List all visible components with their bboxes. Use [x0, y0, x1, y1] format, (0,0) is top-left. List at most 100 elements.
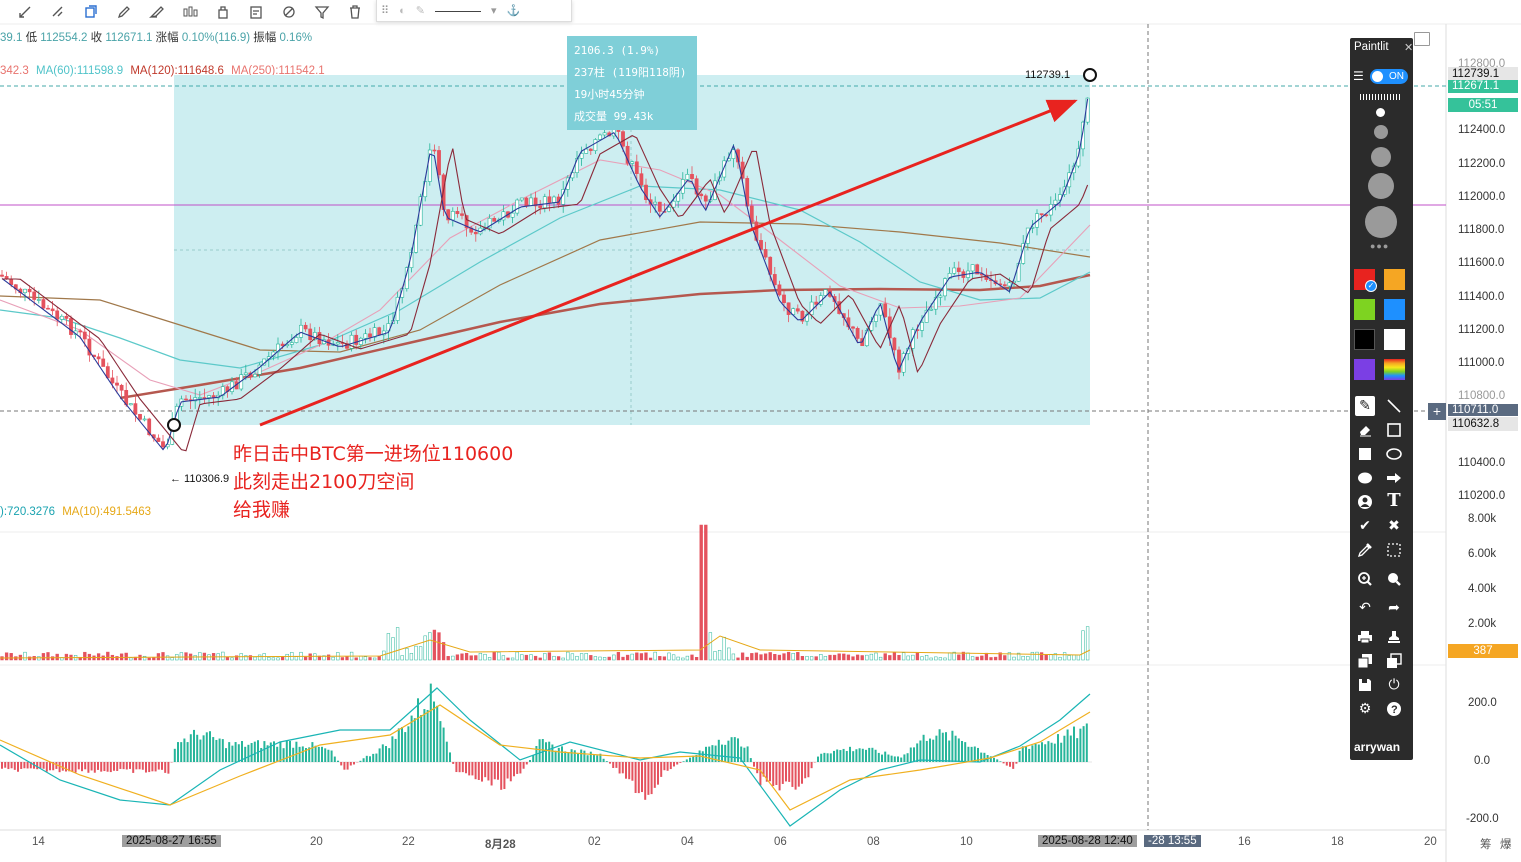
macd-bar [903, 754, 906, 762]
pencil-icon[interactable] [107, 1, 140, 23]
paste-icon[interactable] [1384, 651, 1404, 671]
macd-bar [276, 746, 279, 762]
menu-icon[interactable]: ☰ [1353, 69, 1364, 83]
brush-size-option[interactable] [1374, 125, 1388, 139]
settings-icon[interactable]: ⚙ [1358, 701, 1372, 717]
power-icon[interactable]: ⏻ [1388, 677, 1400, 693]
stamp-icon[interactable] [1384, 627, 1404, 647]
brush-size-option[interactable] [1365, 206, 1397, 238]
close-icon[interactable]: ✕ [1404, 42, 1414, 54]
color-swatch-purple[interactable] [1354, 359, 1375, 380]
trash-icon[interactable] [338, 1, 371, 23]
macd-bar [455, 762, 458, 773]
macd-bar [138, 762, 141, 770]
candles-icon[interactable] [173, 1, 206, 23]
volume-bar [124, 652, 128, 661]
brush-size-option[interactable] [1371, 147, 1391, 167]
time-axis-label: 04 [681, 836, 694, 848]
chips-button[interactable]: 筹 [1480, 839, 1492, 851]
color-swatch-red[interactable]: ✓ [1354, 269, 1377, 292]
candle-body [317, 332, 322, 345]
line-style-icon[interactable] [434, 11, 481, 12]
brush-size-slider[interactable] [1360, 94, 1402, 100]
macd-bar [989, 756, 992, 762]
notes-icon[interactable] [239, 1, 272, 23]
brush-size-option[interactable] [1368, 173, 1394, 199]
macd-bar [266, 745, 269, 762]
high-anchor-marker[interactable] [1083, 68, 1097, 82]
text-icon[interactable]: T [1387, 489, 1401, 511]
drag-icon[interactable]: ⠿ [381, 5, 390, 17]
crosshair-price-tag: 110711.0 [1448, 404, 1518, 416]
cross-icon[interactable]: ✖ [1388, 518, 1400, 534]
copy-icon[interactable] [1355, 651, 1375, 671]
volume-bar [492, 651, 496, 661]
color-swatch-green[interactable] [1354, 299, 1375, 320]
macd-bar [826, 753, 829, 762]
line-color-icon[interactable]: ✎ [415, 5, 425, 17]
select-icon[interactable] [1384, 540, 1404, 560]
eyedropper-icon[interactable] [1355, 540, 1375, 560]
print-icon[interactable] [1355, 627, 1375, 647]
redo-icon[interactable]: ➦ [1388, 600, 1400, 616]
brush-icon[interactable] [140, 1, 173, 23]
ma-legend-item: MA(60):111598.9 [35, 65, 124, 77]
macd-bar [260, 747, 263, 762]
line-icon[interactable] [1384, 396, 1404, 416]
paintlit-toggle[interactable]: ON [1370, 69, 1408, 84]
check-icon[interactable]: ✔ [1359, 518, 1371, 534]
template-icon[interactable]: ⚓ [506, 5, 521, 17]
zoom-in-icon[interactable] [1355, 569, 1375, 589]
measure-icon[interactable] [272, 1, 305, 23]
undo-icon[interactable]: ↶ [1359, 600, 1371, 616]
color-swatch-white[interactable] [1384, 329, 1405, 350]
volume-bar [823, 656, 828, 661]
chevron-down-icon[interactable]: ▾ [490, 5, 497, 17]
macd-bar [135, 762, 138, 770]
volume-bar [667, 652, 671, 661]
add-alert-button[interactable]: + [1428, 403, 1446, 420]
filled-rect-icon[interactable] [1355, 444, 1375, 464]
zoom-icon[interactable] [1384, 569, 1404, 589]
low-anchor-marker[interactable] [167, 418, 181, 432]
macd-bar [817, 756, 819, 762]
volume-bar [27, 656, 32, 661]
volume-bar [561, 657, 565, 661]
draw-icon[interactable] [8, 1, 41, 23]
color-swatch-rainbow[interactable] [1384, 359, 1405, 380]
copy-icon[interactable] [74, 1, 107, 23]
volume-bar [446, 656, 450, 661]
volume-bar [529, 654, 533, 661]
color-swatch-blue[interactable] [1384, 299, 1405, 320]
volume-bar [598, 656, 602, 661]
candle-body [128, 403, 133, 406]
save-icon[interactable] [1355, 675, 1375, 695]
ellipse-icon[interactable] [1384, 444, 1404, 464]
magnet-icon[interactable] [41, 1, 74, 23]
rectangle-icon[interactable] [1384, 420, 1404, 440]
volume-legend-item: MA(10):491.5463 [62, 506, 152, 518]
volume-bar [409, 653, 414, 661]
expand-icon[interactable] [1414, 32, 1430, 46]
brush-size-option[interactable] [1376, 108, 1385, 117]
color-swatch-orange[interactable] [1384, 269, 1405, 290]
arrow-icon[interactable] [1384, 468, 1404, 488]
filter-icon[interactable] [305, 1, 338, 23]
price-axis-label: 112200.0 [1458, 158, 1506, 170]
help-icon[interactable]: ? [1384, 699, 1404, 719]
liquidation-button[interactable]: 爆 [1500, 839, 1512, 851]
eraser-icon[interactable] [1355, 420, 1375, 440]
macd-bar [1073, 726, 1075, 762]
person-icon[interactable] [1355, 492, 1375, 512]
volume-bar [165, 655, 170, 661]
lock-icon[interactable] [206, 1, 239, 23]
pencil-icon[interactable]: ✎ [1355, 396, 1375, 416]
more-sizes-icon[interactable]: ●●● [1370, 241, 1390, 251]
filled-ellipse-icon[interactable] [1355, 468, 1375, 488]
macd-bar [842, 748, 845, 762]
color-swatch-black[interactable] [1354, 329, 1375, 350]
candle-body [501, 211, 506, 221]
candle-body [772, 274, 777, 286]
settings-icon[interactable]: ◐ [399, 4, 406, 17]
